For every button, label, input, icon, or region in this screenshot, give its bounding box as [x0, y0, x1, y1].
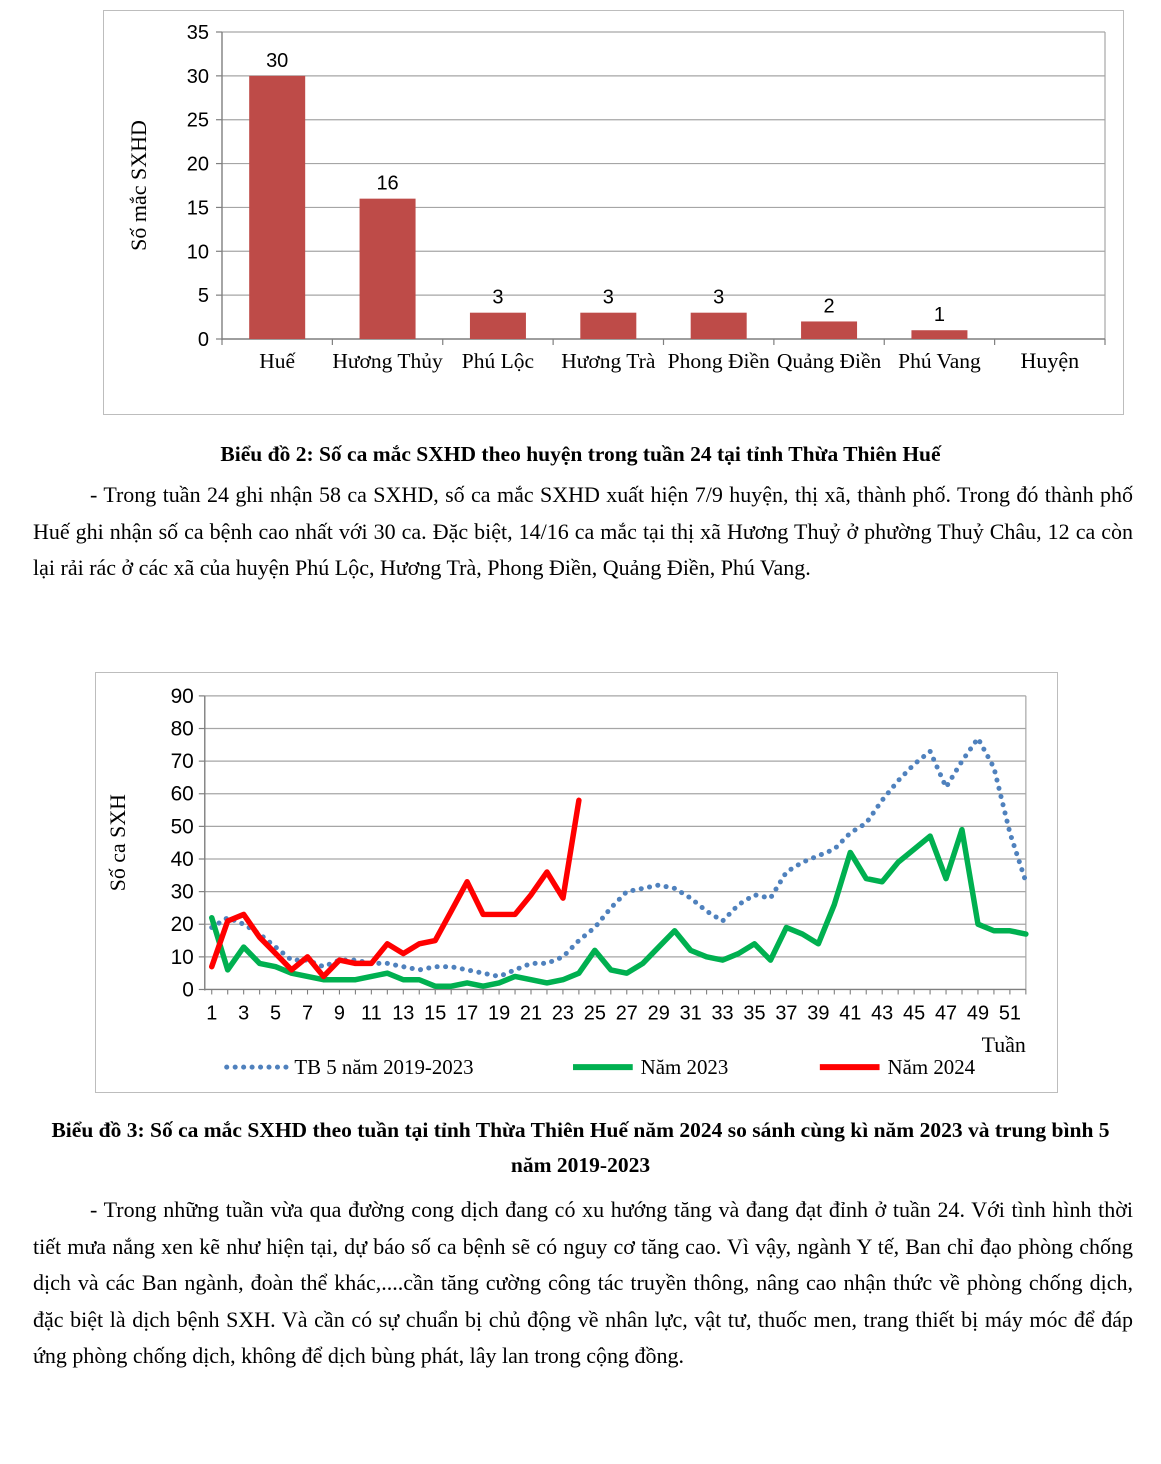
svg-text:3: 3	[713, 287, 724, 309]
chart3-caption: Biểu đồ 3: Số ca mắc SXHD theo tuần tại …	[33, 1113, 1128, 1183]
svg-text:20: 20	[171, 913, 194, 936]
svg-text:90: 90	[171, 685, 194, 708]
bar-1	[249, 75, 306, 339]
svg-text:35: 35	[743, 1002, 765, 1024]
svg-text:Năm 2023: Năm 2023	[641, 1055, 729, 1079]
axes	[216, 31, 1106, 345]
svg-text:9: 9	[334, 1002, 345, 1024]
gridlines	[204, 695, 1027, 990]
svg-text:2: 2	[824, 295, 835, 317]
svg-text:39: 39	[807, 1002, 829, 1024]
legend: TB 5 năm 2019-2023 Năm 2023 Năm 2024	[224, 1055, 976, 1079]
axes	[198, 695, 1027, 995]
chart2-caption: Biểu đồ 2: Số ca mắc SXHD theo huyện tro…	[220, 442, 941, 466]
svg-text:25: 25	[584, 1002, 606, 1024]
svg-text:60: 60	[171, 783, 194, 806]
bar-3	[469, 312, 526, 339]
svg-text:5: 5	[270, 1002, 281, 1024]
gridlines	[222, 31, 1106, 339]
svg-text:10: 10	[187, 241, 209, 263]
bar-chart-dengue-by-district: 0 5 10 15 20 25 30 35 30 Huế 16 Hương Thủy 3 Phú Lộc 3…	[103, 10, 1124, 415]
svg-text:15: 15	[187, 197, 209, 219]
bar-7	[911, 330, 968, 339]
svg-text:Năm 2024: Năm 2024	[888, 1055, 976, 1079]
svg-text:Hương Thủy: Hương Thủy	[332, 349, 443, 373]
svg-text:49: 49	[967, 1002, 989, 1024]
svg-text:3: 3	[492, 287, 503, 309]
svg-text:45: 45	[903, 1002, 925, 1024]
svg-text:21: 21	[520, 1002, 542, 1024]
svg-text:16: 16	[376, 173, 398, 195]
svg-text:10: 10	[171, 946, 194, 969]
svg-text:80: 80	[171, 717, 194, 740]
bar-2	[359, 198, 416, 339]
bar-chart-svg: 0 5 10 15 20 25 30 35 30 Huế 16 Hương Thủy 3 Phú Lộc 3…	[126, 22, 1106, 373]
svg-text:Huyện: Huyện	[1020, 348, 1079, 373]
svg-text:Số mắc SXHD: Số mắc SXHD	[126, 120, 151, 251]
legend-nam-2024: Năm 2024	[819, 1055, 976, 1079]
svg-text:Số ca SXH: Số ca SXH	[105, 794, 130, 891]
bar-5	[690, 312, 747, 339]
svg-text:31: 31	[680, 1002, 702, 1024]
svg-text:43: 43	[871, 1002, 893, 1024]
svg-text:30: 30	[171, 881, 194, 904]
svg-text:5: 5	[198, 285, 209, 307]
svg-text:25: 25	[187, 110, 209, 132]
svg-text:Phú Lộc: Phú Lộc	[462, 349, 534, 373]
svg-text:0: 0	[198, 329, 209, 351]
series-nam-2023	[209, 826, 1029, 989]
svg-text:20: 20	[187, 154, 209, 176]
series-nam-2024	[209, 797, 582, 980]
svg-text:51: 51	[999, 1002, 1021, 1024]
svg-text:Phong Điền: Phong Điền	[668, 349, 770, 373]
legend-nam-2023: Năm 2023	[573, 1055, 728, 1079]
bar-6	[801, 321, 858, 339]
legend-tb-5-nam: TB 5 năm 2019-2023	[224, 1055, 474, 1079]
svg-text:Hương Trà: Hương Trà	[561, 349, 656, 373]
svg-text:19: 19	[488, 1002, 510, 1024]
svg-text:11: 11	[361, 1002, 382, 1024]
svg-text:17: 17	[456, 1002, 478, 1024]
svg-text:50: 50	[171, 815, 194, 838]
svg-text:7: 7	[302, 1002, 313, 1024]
svg-text:3: 3	[603, 287, 614, 309]
svg-text:13: 13	[392, 1002, 414, 1024]
svg-text:1: 1	[206, 1002, 217, 1024]
svg-text:Huế: Huế	[259, 349, 296, 373]
svg-text:70: 70	[171, 750, 194, 773]
svg-text:40: 40	[171, 848, 194, 871]
svg-text:47: 47	[935, 1002, 957, 1024]
svg-text:Tuần: Tuần	[982, 1032, 1026, 1057]
svg-text:23: 23	[552, 1002, 574, 1024]
svg-text:15: 15	[424, 1002, 446, 1024]
svg-text:30: 30	[187, 66, 209, 88]
svg-text:1: 1	[934, 304, 945, 326]
svg-text:41: 41	[839, 1002, 861, 1024]
svg-text:37: 37	[775, 1002, 797, 1024]
svg-text:29: 29	[648, 1002, 670, 1024]
svg-text:Phú Vang: Phú Vang	[898, 349, 981, 373]
series	[209, 735, 1029, 989]
paragraph-week24-summary: - Trong tuần 24 ghi nhận 58 ca SXHD, số …	[33, 482, 1133, 581]
svg-text:30: 30	[266, 50, 288, 72]
chart3-caption-text: Biểu đồ 3: Số ca mắc SXHD theo tuần tại …	[51, 1118, 1110, 1177]
bar-4	[580, 312, 637, 339]
bars	[249, 75, 968, 339]
line-chart-weekly-cases: 0 10 20 30 40 50 60 70 80 90 1 3 5 7 9 11 13 15 17 19 21 23 25…	[95, 672, 1058, 1093]
svg-text:33: 33	[711, 1002, 733, 1024]
svg-text:0: 0	[182, 978, 194, 1001]
svg-text:Quảng Điền: Quảng Điền	[777, 349, 882, 373]
svg-text:TB 5 năm 2019-2023: TB 5 năm 2019-2023	[294, 1055, 473, 1079]
labels: 0 5 10 15 20 25 30 35 30 Huế 16 Hương Thủy 3 Phú Lộc 3…	[126, 22, 1079, 373]
svg-text:27: 27	[616, 1002, 638, 1024]
svg-text:3: 3	[238, 1002, 249, 1024]
paragraph-trend-forecast: - Trong những tuần vừa qua đường cong dị…	[33, 1197, 1133, 1369]
svg-text:35: 35	[187, 22, 209, 44]
